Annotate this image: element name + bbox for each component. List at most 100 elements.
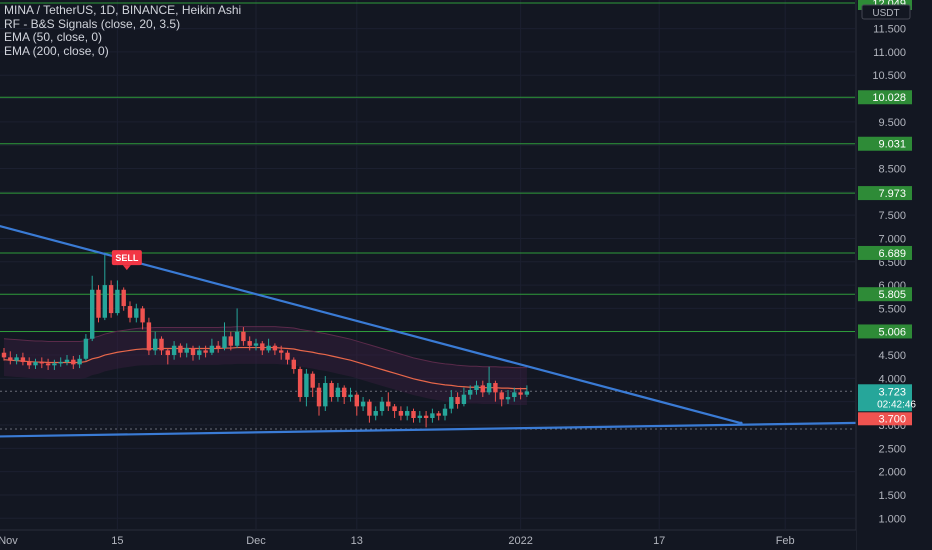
candle-body[interactable] <box>468 390 473 395</box>
candle-body[interactable] <box>348 394 353 398</box>
trendline[interactable] <box>0 420 931 438</box>
candle-body[interactable] <box>241 331 246 342</box>
candle-body[interactable] <box>285 352 290 360</box>
candle-body[interactable] <box>203 350 208 353</box>
candle-body[interactable] <box>405 411 410 416</box>
candle-body[interactable] <box>386 401 391 407</box>
candle-body[interactable] <box>222 336 227 349</box>
candle-body[interactable] <box>140 308 145 323</box>
candle-body[interactable] <box>115 289 120 314</box>
candle-body[interactable] <box>108 285 114 314</box>
candle-body[interactable] <box>33 362 38 366</box>
candle-body[interactable] <box>178 345 183 353</box>
candle-body[interactable] <box>335 387 341 398</box>
candle-body[interactable] <box>417 415 422 419</box>
candle-body[interactable] <box>524 391 530 395</box>
candle-body[interactable] <box>323 383 328 407</box>
candle-body[interactable] <box>392 406 397 412</box>
candle-body[interactable] <box>455 397 460 405</box>
candle-body[interactable] <box>27 362 32 366</box>
candle-body[interactable] <box>228 336 233 346</box>
level-badge[interactable] <box>858 245 912 260</box>
candle-body[interactable] <box>134 308 139 318</box>
level-badge[interactable] <box>858 90 912 105</box>
symbol-title[interactable]: MINA / TetherUS, 1D, BINANCE, Heikin Ash… <box>4 3 242 17</box>
candle-body[interactable] <box>216 345 221 349</box>
trendline[interactable] <box>0 222 742 425</box>
candle-body[interactable] <box>146 322 152 351</box>
candle-body[interactable] <box>367 401 372 416</box>
candle-body[interactable] <box>474 385 479 391</box>
candle-body[interactable] <box>360 401 366 407</box>
candle-body[interactable] <box>379 401 385 412</box>
candle-body[interactable] <box>96 289 101 318</box>
time-axis[interactable]: Nov 15 Dec 13 2022 17 Feb <box>0 529 856 550</box>
candle-body[interactable] <box>247 341 252 346</box>
candle-body[interactable] <box>304 373 309 398</box>
candle-body[interactable] <box>20 357 26 363</box>
candle-body[interactable] <box>184 348 189 353</box>
candle-body[interactable] <box>253 343 259 346</box>
candle-body[interactable] <box>480 385 485 393</box>
candle-body[interactable] <box>165 350 170 356</box>
candle-body[interactable] <box>83 338 89 359</box>
candle-body[interactable] <box>499 392 504 400</box>
candle-body[interactable] <box>449 397 454 409</box>
candle-body[interactable] <box>342 387 347 398</box>
candle-body[interactable] <box>127 306 133 318</box>
candle-body[interactable] <box>297 369 303 398</box>
candle-body[interactable] <box>442 408 448 416</box>
candle-body[interactable] <box>14 357 19 361</box>
candle-body[interactable] <box>234 331 240 346</box>
level-badge[interactable] <box>858 287 912 302</box>
candle-body[interactable] <box>291 359 296 370</box>
candle-body[interactable] <box>45 363 51 366</box>
candle-body[interactable] <box>373 411 378 416</box>
candle-body[interactable] <box>71 359 76 365</box>
price-axis[interactable]: 1.0001.5002.0002.5003.0003.5004.0004.500… <box>855 0 932 550</box>
indicator-ema-50[interactable]: EMA (50, close, 0) <box>4 30 103 44</box>
candle-body[interactable] <box>310 373 315 388</box>
candle-body[interactable] <box>190 348 196 356</box>
candle-body[interactable] <box>64 359 70 363</box>
candle-body[interactable] <box>77 358 82 365</box>
level-badge[interactable] <box>858 324 912 339</box>
candle-body[interactable] <box>121 289 126 307</box>
candle-body[interactable] <box>512 392 517 398</box>
candle-body[interactable] <box>159 338 164 351</box>
level-badge[interactable] <box>858 186 912 201</box>
candle-body[interactable] <box>316 387 322 407</box>
candle-body[interactable] <box>90 289 95 339</box>
candle-body[interactable] <box>423 415 429 419</box>
candle-body[interactable] <box>39 362 44 364</box>
candle-body[interactable] <box>8 357 13 361</box>
candle-body[interactable] <box>197 350 202 356</box>
candle-body[interactable] <box>518 392 523 395</box>
candle-body[interactable] <box>354 394 359 407</box>
indicator-range-filter[interactable]: RF - B&S Signals (close, 20, 3.5) <box>4 16 181 31</box>
currency-badge[interactable] <box>861 4 911 20</box>
candle-body[interactable] <box>1 352 7 358</box>
trendlines[interactable] <box>0 222 931 438</box>
candle-body[interactable] <box>411 411 416 419</box>
candle-body[interactable] <box>209 345 215 353</box>
level-badge[interactable] <box>858 136 912 151</box>
candle-body[interactable] <box>461 394 467 405</box>
indicator-ema-200[interactable]: EMA (200, close, 0) <box>4 43 109 58</box>
candle-body[interactable] <box>171 345 177 356</box>
candle-body[interactable] <box>102 285 107 318</box>
candle-body[interactable] <box>398 411 404 416</box>
candle-body[interactable] <box>58 362 63 364</box>
candle-body[interactable] <box>493 383 498 393</box>
candle-body[interactable] <box>279 350 284 353</box>
candle-body[interactable] <box>430 413 435 419</box>
candle-body[interactable] <box>329 383 334 398</box>
candle-body[interactable] <box>52 363 57 366</box>
candle-body[interactable] <box>272 345 278 351</box>
candle-body[interactable] <box>260 343 265 351</box>
candle-body[interactable] <box>486 383 492 393</box>
candle-body[interactable] <box>505 397 511 400</box>
candle-body[interactable] <box>266 345 271 351</box>
candle-body[interactable] <box>153 338 158 351</box>
